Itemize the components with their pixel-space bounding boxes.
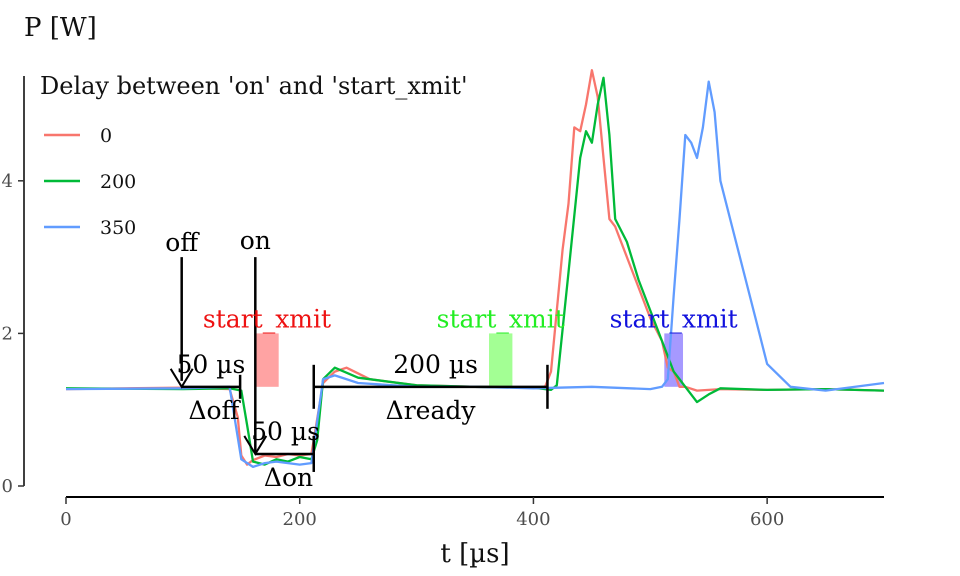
series-line-350: [65, 80, 885, 469]
y-tick-label: 0: [2, 476, 13, 497]
y-axis: 0 2 4: [2, 76, 25, 497]
x-axis-title: t [µs]: [440, 539, 509, 569]
legend: Delay between 'on' and 'start_xmit' 0 200…: [40, 72, 468, 239]
delta-ready-bracket: [312, 364, 549, 409]
delta-on-duration: 50 µs: [251, 417, 320, 446]
start-xmit-rect: [489, 333, 513, 387]
delta-on-bracket: [243, 435, 315, 472]
delta-off-duration: 50 µs: [176, 350, 245, 379]
x-axis: 0 200 400 600: [60, 496, 884, 530]
x-tick-label: 200: [283, 509, 317, 530]
legend-title: Delay between 'on' and 'start_xmit': [40, 72, 468, 100]
y-tick-label: 2: [2, 323, 13, 344]
x-tick-label: 600: [750, 509, 784, 530]
legend-label-0: 0: [100, 125, 112, 147]
delta-ready-label: Δready: [386, 396, 477, 425]
y-axis-title: P [W]: [24, 13, 97, 43]
start-xmit-label: start_xmit: [437, 304, 565, 333]
off-label: off: [165, 228, 200, 257]
delta-off-bracket: [169, 368, 242, 399]
start-xmit-rect: [255, 333, 279, 387]
delta-off-label: Δoff: [188, 396, 241, 425]
x-tick-label: 400: [516, 509, 550, 530]
delta-on-label: Δon: [264, 463, 313, 492]
start-xmit-label: start_xmit: [203, 304, 331, 333]
y-tick-label: 4: [2, 171, 13, 192]
series-line-0: [65, 69, 885, 466]
legend-label-200: 200: [100, 171, 136, 193]
legend-label-350: 350: [100, 217, 136, 239]
annotations: off on 50 µs Δoff 50 µs Δon 200 µs Δread…: [165, 226, 737, 492]
x-tick-label: 0: [60, 509, 71, 530]
start-xmit-label: start_xmit: [610, 304, 738, 333]
delta-ready-duration: 200 µs: [393, 350, 478, 379]
series-lines: [65, 69, 885, 469]
on-label: on: [240, 226, 271, 255]
